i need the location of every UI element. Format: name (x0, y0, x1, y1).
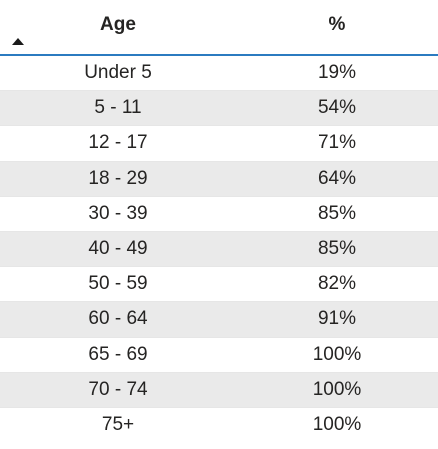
age-cell: 70 - 74 (88, 378, 148, 400)
percent-cell: 100% (312, 343, 362, 365)
table-row: 12 - 17 71% (0, 126, 438, 162)
age-cell: 5 - 11 (94, 97, 142, 119)
age-cell: 18 - 29 (88, 167, 148, 189)
percent-cell: 54% (317, 97, 357, 119)
percent-cell: 85% (317, 238, 357, 260)
percent-cell: 100% (312, 378, 362, 400)
age-cell: 65 - 69 (88, 343, 148, 365)
percent-cell: 100% (312, 414, 362, 436)
column-header-age[interactable]: Age (100, 14, 136, 35)
table-row: 50 - 59 82% (0, 267, 438, 303)
percent-cell: 19% (317, 62, 357, 84)
percent-cell: 64% (317, 167, 357, 189)
table-body: Under 5 19% 5 - 11 54% 12 - 17 71% 18 - … (0, 56, 438, 443)
column-header-percent[interactable]: % (328, 14, 346, 35)
table-row: Under 5 19% (0, 56, 438, 92)
age-cell: 50 - 59 (88, 273, 148, 295)
age-cell: 30 - 39 (88, 202, 148, 224)
percent-cell: 91% (317, 308, 357, 330)
table-header: Age % (0, 0, 438, 56)
table-row: 65 - 69 100% (0, 338, 438, 373)
table-row: 30 - 39 85% (0, 197, 438, 232)
sort-ascending-icon[interactable] (12, 38, 24, 45)
table-row: 75+ 100% (0, 408, 438, 443)
table-row: 18 - 29 64% (0, 161, 438, 197)
age-cell: Under 5 (84, 62, 152, 84)
age-cell: 75+ (101, 414, 135, 436)
age-cell: 12 - 17 (88, 132, 148, 154)
age-cell: 60 - 64 (88, 308, 148, 330)
percent-cell: 82% (317, 273, 357, 295)
table-row: 60 - 64 91% (0, 302, 438, 338)
percent-cell: 71% (317, 132, 357, 154)
table-row: 40 - 49 85% (0, 231, 438, 268)
age-cell: 40 - 49 (88, 238, 148, 260)
table-row: 5 - 11 54% (0, 91, 438, 127)
table-row: 70 - 74 100% (0, 372, 438, 408)
percent-cell: 85% (317, 202, 357, 224)
